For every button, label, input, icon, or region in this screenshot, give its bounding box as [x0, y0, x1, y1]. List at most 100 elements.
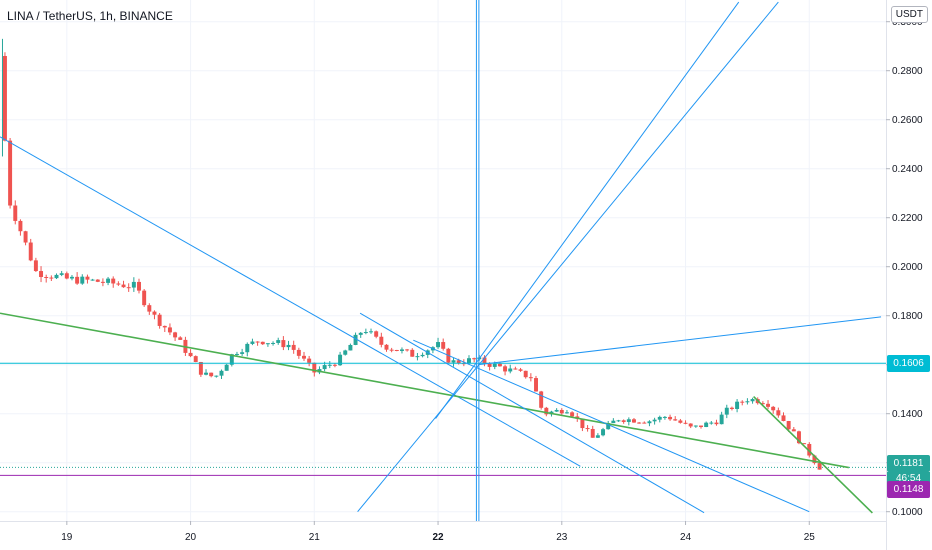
- candle-body: [580, 418, 585, 429]
- candle-body: [296, 349, 301, 356]
- candle-body: [621, 420, 626, 422]
- candle-body: [420, 354, 425, 357]
- currency-button[interactable]: USDT: [890, 6, 928, 23]
- candle-body: [467, 358, 471, 364]
- candle-body: [369, 331, 374, 333]
- candle-body: [23, 231, 28, 243]
- candle-body: [33, 260, 38, 272]
- candle-body: [534, 378, 538, 392]
- candle-body: [786, 420, 791, 430]
- candle-body: [95, 279, 100, 282]
- candle-body: [327, 364, 332, 366]
- candle-body: [255, 341, 260, 343]
- candle-body: [766, 403, 771, 407]
- candle-body: [106, 278, 111, 283]
- candle-body: [374, 331, 379, 337]
- candle-body: [193, 356, 198, 362]
- candle-body: [482, 357, 487, 364]
- candle-body: [564, 412, 569, 414]
- time-tick-label: 20: [185, 532, 197, 543]
- candle-body: [637, 422, 642, 424]
- candle-body: [234, 353, 239, 355]
- candle-body: [415, 356, 420, 358]
- candle-body: [740, 401, 745, 403]
- candle-body: [456, 360, 461, 364]
- time-tick-label: 25: [804, 532, 816, 543]
- candle-body: [131, 281, 136, 288]
- candle-body: [719, 414, 724, 425]
- candle-body: [410, 349, 415, 357]
- candle-body: [260, 341, 265, 345]
- candle-body: [18, 220, 23, 232]
- candle-body: [250, 341, 255, 344]
- candle-body: [229, 354, 234, 365]
- candle-body: [271, 342, 276, 344]
- candle-body: [745, 401, 750, 403]
- candle-body: [188, 352, 193, 357]
- candle-body: [173, 332, 178, 338]
- candle-body: [472, 358, 477, 360]
- price-tick-label: 0.2600: [892, 115, 923, 126]
- candle-body: [487, 363, 492, 367]
- candle-body: [75, 276, 80, 284]
- candle-body: [147, 305, 152, 312]
- candle-body: [245, 343, 250, 353]
- candle-body: [750, 399, 755, 402]
- plot-area: [0, 0, 886, 521]
- candle-body: [791, 429, 796, 432]
- candle-body: [518, 369, 523, 371]
- candle-body: [312, 362, 317, 373]
- candle-body: [286, 344, 291, 348]
- candle-body: [626, 419, 631, 422]
- time-tick-label: 23: [556, 532, 568, 543]
- candle-body: [704, 422, 709, 428]
- candle-body: [570, 412, 575, 417]
- candle-body: [503, 366, 508, 372]
- candle-body: [528, 377, 533, 379]
- candle-body: [802, 443, 807, 445]
- candle-body: [209, 372, 214, 377]
- candle-body: [497, 363, 502, 367]
- green-trendline: [0, 312, 850, 469]
- candle-body: [69, 276, 74, 279]
- candle-body: [332, 364, 337, 366]
- candle-body: [28, 242, 33, 261]
- price-tick-label: 0.1400: [892, 409, 923, 420]
- candle-body: [554, 409, 559, 412]
- candle-body: [379, 336, 384, 345]
- green-trendline: [753, 395, 873, 514]
- candle-body: [384, 344, 389, 350]
- candle-body: [121, 284, 126, 288]
- candle-body: [348, 344, 353, 351]
- time-tick-label: 24: [680, 532, 692, 543]
- candle-body: [601, 429, 606, 436]
- candle-body: [13, 205, 18, 221]
- candle-body: [678, 420, 683, 423]
- candle-body: [451, 360, 456, 363]
- blue-trendline: [413, 339, 810, 513]
- candle-body: [116, 283, 121, 285]
- candle-body: [760, 403, 765, 405]
- blue-trendline: [0, 136, 581, 467]
- candle-body: [54, 274, 59, 279]
- candle-body: [178, 337, 183, 340]
- candle-body: [642, 422, 647, 424]
- candle-body: [724, 407, 729, 415]
- candle-body: [90, 279, 95, 281]
- candle-body: [64, 273, 69, 279]
- candle-body: [214, 375, 219, 377]
- candle-body: [714, 422, 719, 425]
- candle-body: [2, 55, 7, 141]
- candle-body: [776, 410, 781, 416]
- blue-trendline: [357, 1, 779, 513]
- candle-body: [668, 416, 673, 420]
- candle-body: [198, 361, 203, 375]
- candle-body: [652, 419, 657, 422]
- purple-price-label: 0.1148: [887, 480, 930, 498]
- candle-body: [343, 350, 348, 355]
- level-price-label: 0.1606: [887, 354, 930, 372]
- candle-body: [276, 340, 281, 343]
- candle-body: [781, 415, 786, 421]
- candle-body: [559, 409, 564, 414]
